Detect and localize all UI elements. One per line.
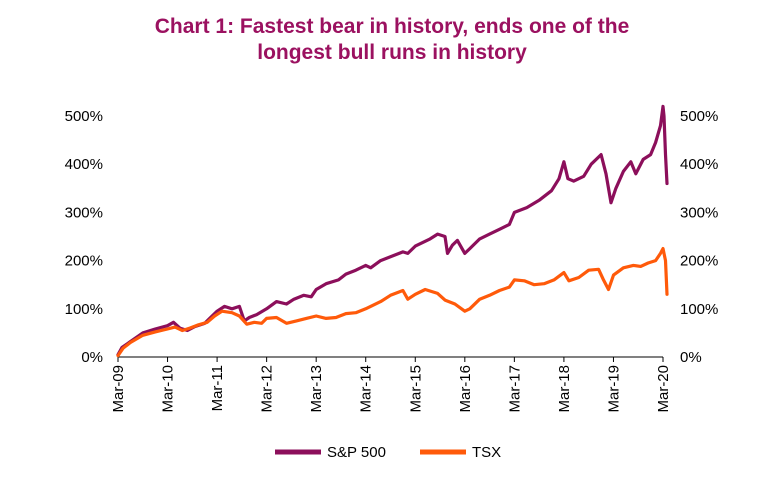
y-tick-label-right: 300% [680,204,718,221]
legend-label-s-p-500: S&P 500 [327,444,386,461]
y-tick-label-left: 200% [65,253,103,270]
y-tick-label-right: 0% [680,349,702,366]
chart-title-line-1: Chart 1: Fastest bear in history, ends o… [154,15,630,38]
chart-title: Chart 1: Fastest bear in history, ends o… [0,14,784,66]
y-tick-label-left: 0% [81,349,103,366]
x-tick-label: Mar-13 [308,365,325,413]
y-tick-label-right: 400% [680,156,718,173]
y-tick-label-right: 100% [680,301,718,318]
y-tick-label-left: 100% [65,301,103,318]
series-line-tsx [116,247,669,358]
x-tick-label: Mar-14 [358,365,375,413]
x-tick-label: Mar-15 [407,365,424,413]
x-tick-label: Mar-10 [160,365,177,413]
x-tick-label: Mar-16 [457,365,474,413]
x-tick-label: Mar-18 [556,365,573,413]
chart-axes: 0% 0% 100% 100% 200% 200% 300% 300% 400% 400% 500%… [65,108,719,413]
chart-legend: S&P 500 TSX [275,444,501,461]
chart-lines [116,104,669,358]
chart-title-line-2: longest bull runs in history [257,41,527,64]
series-line-s-p-500 [116,104,669,357]
y-tick-label-left: 500% [65,108,103,125]
y-tick-label-left: 300% [65,204,103,221]
x-tick-label: Mar-19 [605,365,622,413]
x-tick-label: Mar-17 [506,365,523,413]
x-tick-label: Mar-20 [655,365,672,413]
legend-label-tsx: TSX [472,444,501,461]
y-tick-label-right: 200% [680,253,718,270]
y-tick-label-left: 400% [65,156,103,173]
x-tick-label: Mar-09 [110,365,127,413]
x-tick-label: Mar-11 [209,365,226,411]
y-tick-label-right: 500% [680,108,718,125]
x-tick-label: Mar-12 [259,365,276,413]
